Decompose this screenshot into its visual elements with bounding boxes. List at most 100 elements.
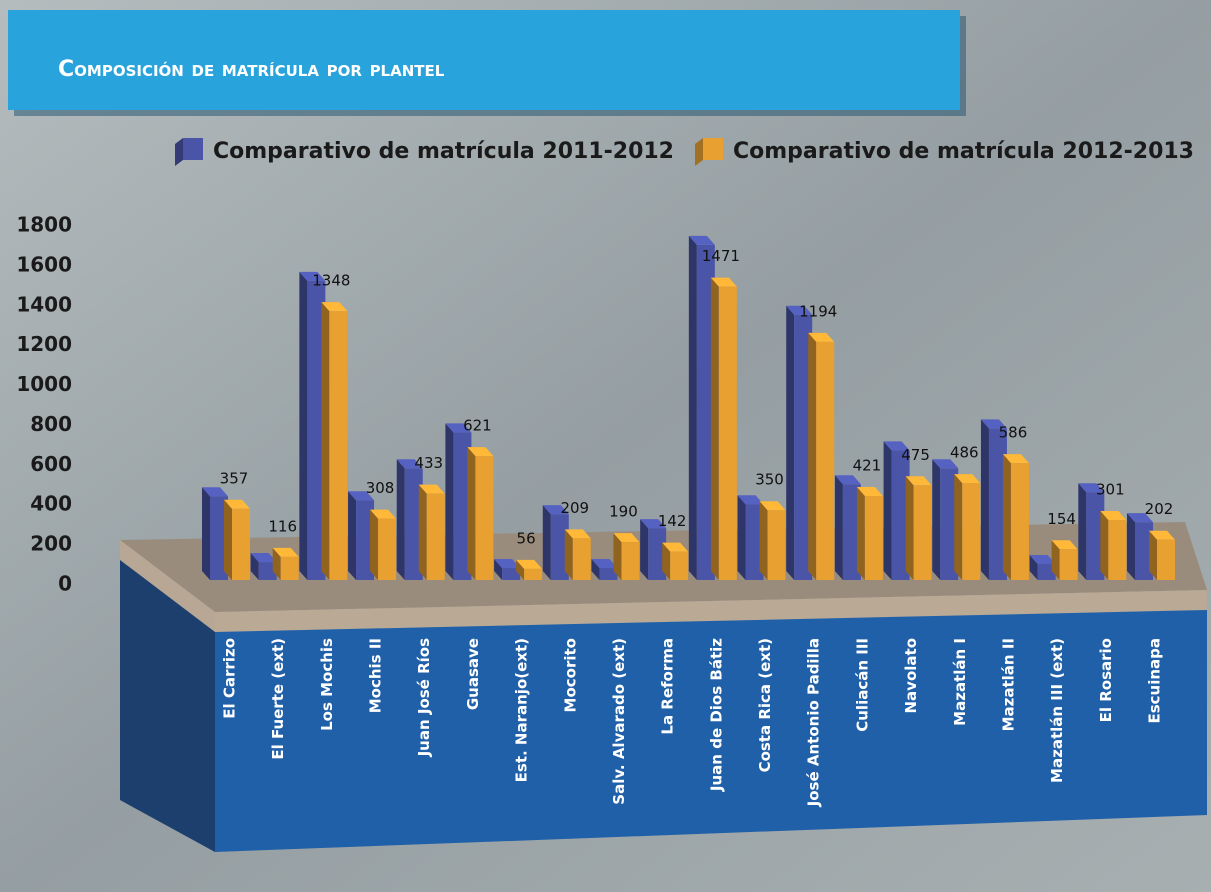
x-tick-label: Est. Naranjo(ext)	[513, 638, 531, 782]
bar	[550, 514, 569, 580]
platform-side	[120, 560, 215, 852]
bar-side	[467, 447, 476, 580]
bar	[404, 468, 423, 580]
x-tick-label: Navolato	[902, 638, 920, 714]
platform-edge	[215, 590, 1207, 632]
bar-top	[932, 459, 959, 469]
bar-top	[688, 235, 715, 245]
legend-label: Comparativo de matrícula 2011-2012	[213, 139, 674, 164]
bar-side	[272, 547, 281, 580]
legend-swatch	[175, 138, 183, 166]
data-label: 202	[1145, 500, 1174, 518]
bar	[816, 341, 835, 580]
bar-top	[834, 475, 861, 485]
bar-top	[905, 476, 932, 486]
x-tick-label: Escuinapa	[1146, 638, 1164, 724]
bar-side	[1100, 510, 1109, 580]
legend-swatch	[695, 138, 703, 166]
bar-top	[516, 559, 543, 569]
bar-top	[396, 459, 423, 469]
bar	[621, 542, 640, 580]
bar	[329, 311, 348, 580]
bar	[572, 538, 591, 580]
bar-side	[856, 487, 865, 580]
x-tick-label: Mazatlán II	[999, 638, 1017, 731]
bar-side	[808, 332, 817, 580]
bar-side	[1078, 483, 1087, 580]
bar	[962, 483, 981, 580]
bar-side	[1149, 530, 1157, 580]
bar	[453, 432, 472, 580]
x-tick-label: El Fuerte (ext)	[269, 638, 287, 760]
bar	[232, 508, 250, 580]
platform-front	[215, 610, 1207, 852]
bar-top	[808, 332, 835, 342]
bar-top	[759, 501, 786, 511]
bar-side	[516, 559, 525, 580]
y-tick-label: 1200	[16, 332, 72, 356]
bar-side	[564, 529, 573, 580]
data-label: 1471	[702, 247, 740, 265]
data-label: 301	[1096, 480, 1125, 498]
bar-side	[786, 305, 795, 580]
bar-side	[710, 277, 719, 580]
bar-top	[494, 559, 521, 569]
bar	[696, 244, 715, 580]
bar-side	[613, 533, 622, 580]
bar-top	[856, 487, 883, 497]
bar-side	[905, 476, 914, 580]
bar	[258, 562, 277, 580]
data-label: 1194	[799, 302, 837, 320]
y-tick-label: 1600	[16, 252, 72, 276]
bar-top	[321, 302, 348, 312]
data-label: 357	[220, 469, 249, 487]
bar-top	[299, 271, 326, 281]
bar	[745, 504, 764, 580]
y-tick-label: 0	[58, 572, 72, 596]
x-tick-label: José Antonio Padilla	[805, 638, 823, 807]
data-label: 116	[268, 517, 297, 535]
title-banner	[8, 10, 960, 110]
bar	[356, 500, 375, 580]
bar-side	[321, 302, 330, 580]
bar-side	[348, 491, 357, 580]
bar-top	[1078, 483, 1105, 493]
x-tick-label: Los Mochis	[318, 638, 336, 731]
data-label: 190	[609, 503, 638, 521]
bar-top	[1029, 555, 1056, 565]
bar-side	[202, 487, 210, 580]
bar	[280, 556, 299, 580]
bar-side	[591, 559, 600, 580]
bar-top	[272, 547, 299, 557]
bar-side	[250, 553, 259, 580]
bar	[307, 280, 326, 580]
bar	[648, 528, 667, 580]
y-tick-label: 1800	[16, 213, 72, 237]
x-tick-label: Mazatlán I	[951, 638, 969, 726]
bar-top	[591, 559, 618, 569]
bar	[1059, 549, 1078, 580]
bar	[864, 496, 883, 580]
bar-side	[688, 235, 697, 580]
bar-side	[418, 484, 427, 580]
data-label: 621	[463, 417, 492, 435]
bar-side	[759, 501, 768, 580]
data-label: 308	[366, 479, 395, 497]
bar-top	[370, 509, 397, 519]
legend-swatch	[183, 138, 203, 160]
x-tick-label: Guasave	[464, 638, 482, 710]
y-tick-label: 1000	[16, 372, 72, 396]
bar-side	[737, 495, 746, 580]
data-label: 142	[658, 512, 687, 530]
bar-top	[710, 277, 737, 287]
bar-top	[954, 474, 981, 484]
legend-label: Comparativo de matrícula 2012-2013	[733, 139, 1194, 164]
bar-top	[1051, 540, 1078, 550]
bar	[1010, 463, 1029, 580]
bar-top	[662, 542, 689, 552]
data-label: 1348	[312, 272, 350, 290]
y-tick-label: 800	[30, 412, 72, 436]
x-tick-label: Salv. Alvarado (ext)	[610, 638, 628, 805]
platform-edge	[120, 540, 215, 632]
